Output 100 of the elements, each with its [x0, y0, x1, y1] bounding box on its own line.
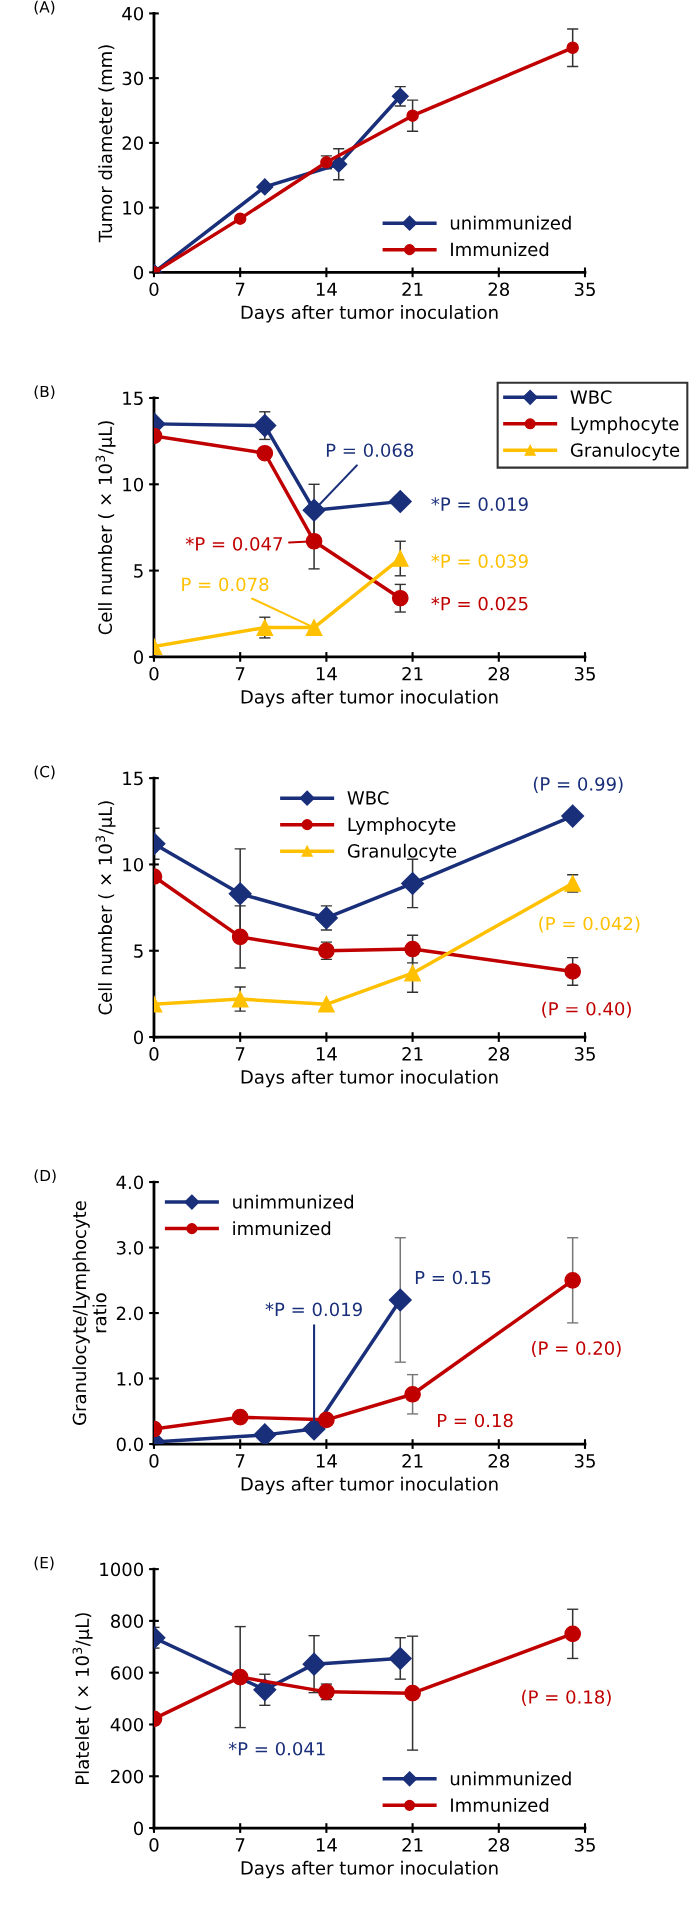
- y-tick-label: 10: [123, 201, 144, 215]
- point: [404, 964, 421, 982]
- chart-title: (B): [34, 385, 55, 400]
- point: [564, 963, 582, 980]
- point: [401, 871, 425, 895]
- y-tick-label: 0: [133, 1821, 144, 1836]
- y-tick-label: 0: [133, 1030, 144, 1045]
- x-tick-label: 7: [235, 1047, 245, 1061]
- x-tick-label: 7: [235, 1454, 245, 1468]
- x-tick-label: 28: [488, 1047, 510, 1061]
- x-tick-label: 35: [574, 666, 595, 681]
- x-tick-label: 0: [149, 1454, 159, 1468]
- x-tick-label: 21: [402, 282, 423, 296]
- legend-label: Immunized: [451, 1797, 549, 1812]
- point: [404, 940, 421, 958]
- y-tick-label: 800: [111, 1614, 144, 1629]
- x-axis-title: Days after tumor inoculation: [241, 1860, 498, 1879]
- y-tick-label: 3.0: [116, 1241, 144, 1255]
- x-tick-label: 7: [235, 282, 245, 296]
- legend-label: WBC: [347, 791, 389, 805]
- x-axis-title: Days after tumor inoculation: [241, 1069, 498, 1088]
- point: [406, 109, 419, 122]
- legend-label: Immunized: [451, 242, 549, 257]
- y-axis-title: Platelet ( × 10$^{3}$/μL): [72, 1613, 93, 1784]
- point: [302, 1652, 326, 1676]
- point: [564, 1271, 582, 1289]
- y-axis-title: Cell number ( × 10$^{3}$/μL): [95, 421, 116, 635]
- point: [253, 1423, 277, 1445]
- y-axis-title: Cell number ( × 10$^{3}$/μL): [95, 801, 116, 1015]
- point: [231, 1668, 249, 1686]
- point: [404, 1385, 421, 1403]
- point: [388, 1288, 412, 1312]
- legend-label: Granulocyte: [570, 442, 680, 461]
- point: [404, 1684, 421, 1702]
- y-tick-label: 1000: [100, 1562, 144, 1577]
- x-tick-label: 35: [574, 1838, 595, 1852]
- point: [233, 212, 247, 225]
- y-tick-label: 0: [133, 650, 144, 665]
- y-axis-title: Granulocyte/Lymphocyte ratio: [72, 1201, 107, 1425]
- chart-title: (C): [34, 765, 55, 780]
- x-tick-label: 35: [574, 1047, 595, 1061]
- x-tick-label: 14: [316, 1047, 337, 1061]
- x-tick-label: 35: [574, 1454, 595, 1468]
- annotation: P = 0.068: [326, 443, 414, 458]
- point: [388, 1646, 412, 1670]
- point: [318, 995, 335, 1013]
- point: [256, 444, 274, 462]
- legend-label: WBC: [570, 390, 612, 404]
- y-tick-label: 4.0: [116, 1175, 144, 1190]
- point: [561, 804, 585, 828]
- point: [330, 155, 348, 173]
- x-tick-label: 7: [235, 667, 245, 681]
- legend-label: unimmunized: [450, 215, 571, 230]
- legend-label: immunized: [233, 1221, 331, 1236]
- y-tick-label: 40: [122, 6, 144, 21]
- legend-label: Lymphocyte: [348, 817, 456, 835]
- point: [388, 490, 412, 514]
- x-tick-label: 14: [316, 282, 337, 296]
- annotation: (P = 0.40): [542, 1001, 631, 1018]
- point: [566, 41, 579, 54]
- x-tick-label: 7: [235, 1838, 245, 1852]
- x-tick-label: 0: [149, 1047, 159, 1061]
- annotation: *P = 0.041: [228, 1741, 325, 1756]
- point: [391, 589, 409, 607]
- y-tick-label: 5: [134, 944, 143, 958]
- chart-title: (E): [34, 1556, 54, 1571]
- annotation: P = 0.15: [415, 1270, 491, 1285]
- y-tick-label: 0: [133, 265, 144, 280]
- x-tick-label: 35: [574, 282, 595, 297]
- x-tick-label: 28: [488, 282, 510, 297]
- point: [256, 178, 274, 196]
- point: [231, 1408, 249, 1426]
- annotation: P = 0.078: [182, 577, 269, 592]
- x-tick-label: 21: [402, 1047, 423, 1061]
- x-tick-label: 14: [316, 667, 337, 681]
- chart-title: (D): [34, 1169, 56, 1184]
- y-tick-label: 5: [134, 564, 143, 578]
- annotation: *P = 0.019: [265, 1302, 362, 1317]
- x-tick-label: 14: [316, 1838, 337, 1852]
- y-tick-label: 2.0: [116, 1306, 144, 1321]
- y-tick-label: 15: [123, 771, 143, 786]
- legend-label: unimmunized: [233, 1194, 354, 1209]
- x-tick-label: 21: [402, 1454, 423, 1468]
- chart-title: (A): [34, 0, 55, 15]
- annotation: *P = 0.039: [431, 554, 528, 568]
- x-tick-label: 0: [149, 666, 159, 681]
- annotation: *P = 0.019: [431, 497, 528, 511]
- point: [564, 1625, 582, 1643]
- x-tick-label: 14: [316, 1454, 337, 1468]
- annotation: *P = 0.025: [431, 596, 528, 611]
- annotation: (P = 0.042): [539, 916, 640, 933]
- point: [228, 882, 252, 906]
- point: [253, 414, 277, 438]
- annotation: (P = 0.20): [532, 1341, 621, 1358]
- legend-label: unimmunized: [450, 1771, 571, 1786]
- x-tick-label: 0: [149, 1838, 159, 1852]
- y-tick-label: 400: [110, 1717, 144, 1732]
- x-tick-label: 21: [402, 666, 423, 681]
- point: [318, 1411, 335, 1429]
- annotation: P = 0.18: [438, 1413, 513, 1428]
